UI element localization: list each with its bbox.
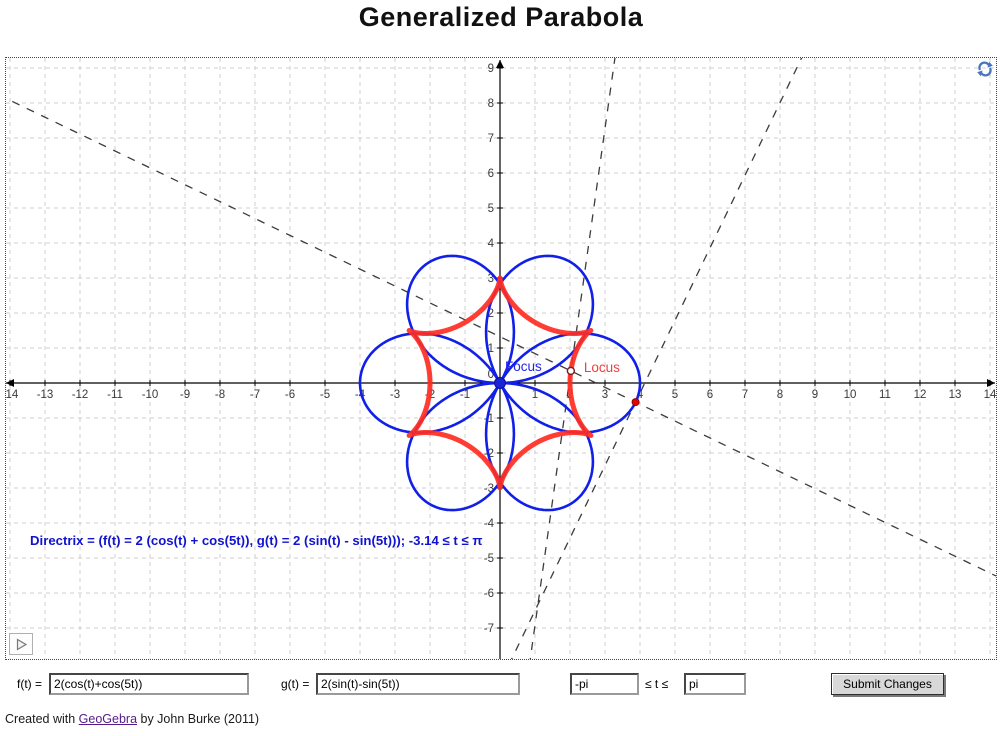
svg-text:4: 4 [488, 238, 495, 250]
f-input[interactable] [49, 673, 249, 695]
svg-text:-9: -9 [180, 389, 190, 401]
animate-button[interactable] [9, 633, 33, 655]
svg-text:3: 3 [602, 389, 608, 401]
svg-text:-7: -7 [484, 623, 494, 635]
svg-text:13: 13 [949, 389, 962, 401]
svg-text:-12: -12 [72, 389, 89, 401]
point-labels: Focus Locus [505, 359, 620, 375]
svg-text:5: 5 [488, 203, 494, 215]
g-input[interactable] [316, 673, 520, 695]
svg-text:2: 2 [488, 308, 494, 320]
attribution-suffix: by John Burke (2011) [137, 712, 260, 726]
attribution-prefix: Created with [5, 712, 79, 726]
directrix-curve [358, 254, 642, 512]
x-axis-arrow-right [987, 379, 995, 387]
caption-layer: Directrix = (f(t) = 2 (cos(t) + cos(5t))… [30, 533, 482, 548]
svg-text:-6: -6 [285, 389, 295, 401]
svg-text:8: 8 [488, 98, 494, 110]
focus-label: Focus [505, 359, 542, 374]
page-title: Generalized Parabola [358, 2, 644, 32]
svg-text:-4: -4 [484, 518, 495, 530]
locus-point[interactable] [566, 366, 576, 376]
t-max-input[interactable] [684, 673, 746, 695]
f-label: f(t) = [17, 677, 43, 691]
svg-text:12: 12 [914, 389, 927, 401]
svg-text:1: 1 [488, 343, 494, 355]
geogebra-link[interactable]: GeoGebra [78, 712, 138, 726]
svg-text:6: 6 [707, 389, 713, 401]
svg-text:-11: -11 [107, 389, 123, 401]
svg-text:7: 7 [488, 133, 494, 145]
directrix-caption: Directrix = (f(t) = 2 (cos(t) + cos(5t))… [30, 533, 482, 548]
grid-layer [6, 58, 996, 659]
svg-text:-10: -10 [142, 389, 159, 401]
svg-text:-7: -7 [250, 389, 260, 401]
svg-text:-5: -5 [320, 389, 330, 401]
normal-line [6, 97, 996, 577]
svg-text:-3: -3 [390, 389, 400, 401]
svg-text:10: 10 [844, 389, 857, 401]
svg-text:-6: -6 [484, 588, 494, 600]
svg-text:-14: -14 [6, 389, 19, 401]
svg-text:11: 11 [879, 389, 891, 401]
tangent-line [510, 58, 803, 659]
play-icon [16, 637, 27, 651]
reset-construction-icon[interactable] [977, 61, 993, 77]
svg-text:7: 7 [742, 389, 748, 401]
g-label: g(t) = [281, 677, 310, 691]
perpendicular-bisector-line [529, 58, 616, 659]
svg-text:9: 9 [812, 389, 818, 401]
svg-text:-3: -3 [484, 483, 494, 495]
svg-text:1: 1 [532, 389, 538, 401]
locus-curve [406, 275, 594, 491]
points-layer[interactable] [494, 366, 640, 407]
svg-text:14: 14 [984, 389, 996, 401]
y-axis-arrow-top [496, 60, 504, 68]
geogebra-canvas[interactable]: -14-13-12-11-10-9-8-7-6-5-4-3-2-11234567… [5, 57, 997, 660]
construction-lines [6, 58, 996, 659]
svg-text:9: 9 [488, 63, 494, 75]
svg-text:-1: -1 [460, 389, 470, 401]
svg-text:6: 6 [488, 168, 494, 180]
svg-text:-1: -1 [484, 413, 494, 425]
svg-text:5: 5 [672, 389, 678, 401]
submit-changes-button[interactable]: Submit Changes [831, 673, 944, 695]
t-min-input[interactable] [570, 673, 639, 695]
curves-layer [358, 254, 642, 512]
t-range-label: ≤ t ≤ [645, 677, 669, 691]
graphics-view[interactable]: -14-13-12-11-10-9-8-7-6-5-4-3-2-11234567… [6, 58, 996, 659]
focus-point[interactable] [494, 377, 506, 389]
axis-numbers: -14-13-12-11-10-9-8-7-6-5-4-3-2-11234567… [6, 63, 996, 635]
svg-text:-13: -13 [37, 389, 54, 401]
svg-text:0: 0 [488, 369, 494, 381]
svg-text:-8: -8 [215, 389, 225, 401]
svg-text:4: 4 [637, 389, 644, 401]
directrix-moving-point[interactable] [631, 398, 640, 407]
axes-layer [6, 60, 995, 659]
svg-text:-4: -4 [355, 389, 366, 401]
attribution: Created with GeoGebra by John Burke (201… [5, 712, 259, 726]
locus-label: Locus [584, 360, 620, 375]
input-bar: f(t) = g(t) = ≤ t ≤ Submit Changes [0, 673, 1002, 697]
svg-text:-5: -5 [484, 553, 494, 565]
svg-text:8: 8 [777, 389, 783, 401]
svg-text:3: 3 [488, 273, 494, 285]
